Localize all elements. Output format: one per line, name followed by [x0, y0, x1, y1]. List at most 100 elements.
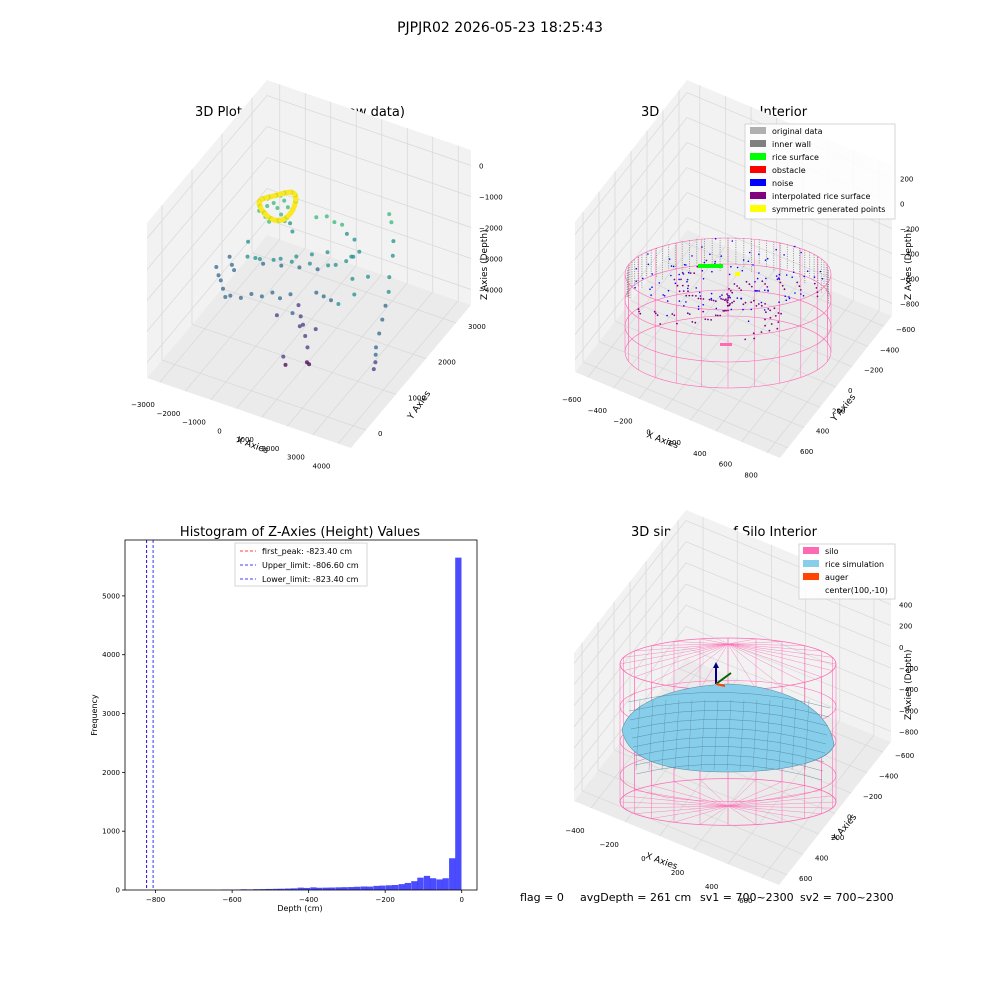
histogram-bar: [265, 888, 273, 890]
silo-floor-line: [634, 790, 729, 807]
silo-roof-line: [651, 643, 729, 646]
interpolated-surface-point: [777, 312, 780, 314]
raw-data-point: [259, 294, 264, 299]
noise-point: [763, 309, 766, 311]
noise-point: [730, 308, 733, 311]
sim-y-gridline: [597, 622, 804, 855]
raw-data-point: [246, 239, 251, 244]
silo-roof-line: [727, 643, 833, 658]
interpolated-surface-point: [768, 329, 771, 332]
interpolated-surface-point: [726, 293, 728, 295]
classify-plot-z-label: Z Axies (Depth): [904, 229, 914, 300]
interpolated-surface-point: [765, 311, 767, 314]
raw-data-3d-plot: 3D Plot of Silo Interior(row data) −3000…: [131, 80, 503, 470]
sim-y-gridline: [581, 642, 788, 876]
raw-data-point: [257, 257, 262, 261]
silo-floor-line: [727, 790, 822, 807]
simulation-legend: silo rice simulation auger center(100,-10): [798, 543, 896, 600]
raw-z-gridline: [146, 188, 472, 332]
histogram-bar: [404, 882, 411, 890]
interpolated-surface-point: [725, 298, 727, 301]
noise-point: [711, 270, 713, 273]
interpolated-surface-point: [816, 291, 819, 294]
rice-mesh-line: [778, 699, 784, 771]
raw-data-point: [377, 331, 382, 336]
classify-legend-label: obstacle: [772, 166, 806, 175]
histogram-bar: [284, 888, 292, 890]
noise-point: [662, 294, 664, 296]
silo-floor-line: [727, 781, 783, 807]
interpolated-surface-point: [750, 285, 753, 288]
classify-z-tick-label: 0: [900, 201, 904, 209]
raw-data-point: [285, 205, 290, 210]
silo-floor-line: [727, 785, 805, 807]
silo-floor-line: [727, 805, 783, 823]
raw-data-point: [336, 302, 341, 306]
noise-point: [775, 248, 777, 251]
silo-roof-line: [634, 643, 729, 678]
rice-surface-points: [698, 264, 723, 268]
histogram-x-label: Depth (cm): [277, 904, 322, 913]
interpolated-surface-point: [753, 299, 755, 302]
raw-data-point: [383, 303, 388, 308]
noise-point: [710, 292, 713, 295]
noise-point: [802, 295, 805, 297]
raw-data-point: [288, 221, 293, 226]
raw-x-tick-label: 1000: [236, 436, 254, 444]
raw-y-tick-label: 0: [378, 430, 382, 438]
silo-roof-line: [623, 643, 729, 658]
flag-text: flag = 0: [520, 891, 564, 904]
noise-point: [678, 278, 680, 281]
sim-z-gridline: [573, 583, 892, 728]
noise-point: [821, 278, 824, 280]
rice-mesh-line: [752, 699, 758, 771]
sv2-text: sv2 = 700~2300: [800, 891, 894, 904]
noise-point: [658, 282, 661, 284]
interpolated-surface-point: [722, 298, 724, 301]
raw-z-tick-label: −4000: [479, 287, 503, 295]
noise-point: [758, 253, 760, 256]
interpolated-surface-point: [731, 291, 734, 294]
interpolated-surface-point: [685, 294, 688, 297]
histogram-bar: [423, 875, 431, 890]
interpolated-surface-point: [727, 294, 729, 297]
raw-data-point: [294, 254, 299, 259]
rice-mesh-line: [713, 699, 719, 771]
interpolated-surface-point: [710, 299, 713, 301]
interpolated-surface-point: [733, 283, 736, 285]
interpolated-surface-point: [736, 285, 738, 287]
classify-y-tick-label: 200: [832, 407, 845, 415]
histogram-bar: [429, 878, 437, 890]
classify-legend-label: interpolated rice surface: [772, 192, 870, 201]
raw-data-point: [357, 249, 362, 254]
noise-point: [760, 301, 763, 304]
noise-point: [813, 276, 816, 278]
noise-point: [756, 277, 759, 280]
silo-roof-line: [727, 643, 757, 690]
sim-x-gridline: [761, 587, 875, 879]
histogram-bar: [297, 887, 304, 890]
sim-z-tick-label: 200: [899, 623, 912, 631]
interpolated-surface-point: [776, 278, 779, 281]
raw-data-point: [352, 292, 357, 297]
avg-depth-text: avgDepth = 261 cm: [580, 891, 691, 904]
raw-data-point: [352, 237, 357, 242]
silo-floor-line: [651, 785, 729, 807]
interpolated-surface-point: [694, 321, 697, 324]
silo-floor-line: [623, 805, 729, 809]
classify-legend-swatch: [750, 205, 766, 212]
classify-legend-swatch: [750, 166, 766, 173]
silo-floor-line: [727, 805, 833, 809]
rice-mesh-line: [726, 699, 732, 771]
noise-point: [731, 240, 734, 242]
histogram-bar: [417, 877, 424, 890]
sim-z-gridline: [573, 604, 892, 749]
interpolated-surface-point: [728, 304, 731, 307]
depth-histogram: Histogram of Z-Axies (Height) Values −80…: [90, 525, 478, 913]
rice-mesh-line: [674, 699, 680, 771]
raw-data-point: [232, 268, 237, 273]
raw-data-point: [290, 229, 295, 234]
classify-x-gridline: [613, 96, 726, 389]
silo-roof-line: [727, 643, 833, 671]
